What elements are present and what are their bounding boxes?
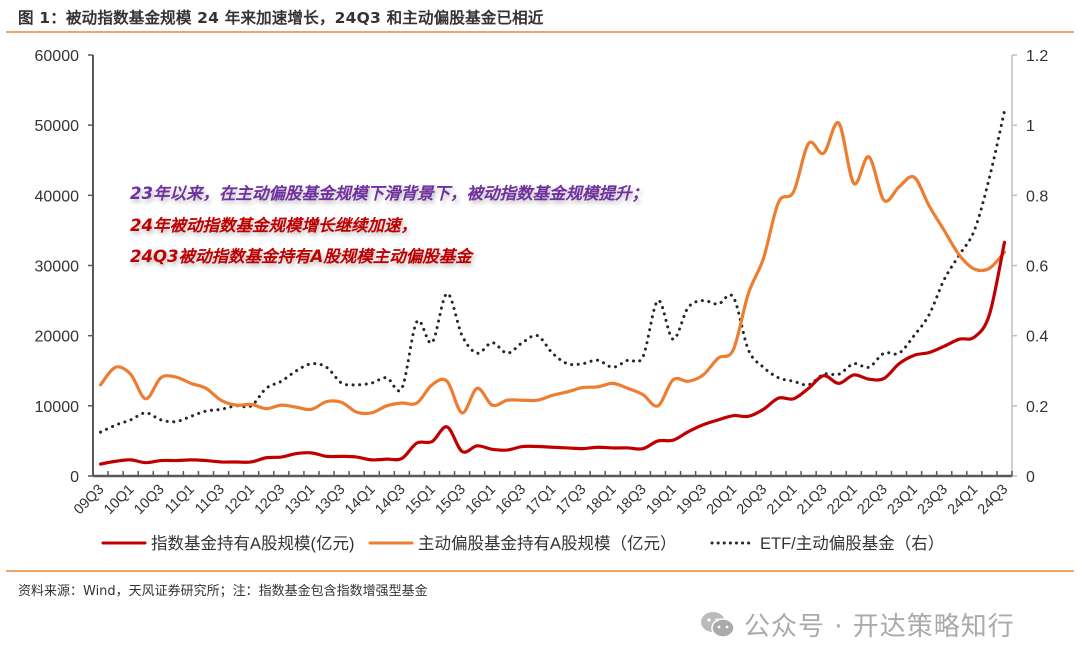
x-tick-label: 12Q3 bbox=[252, 482, 288, 518]
x-tick-label: 17Q1 bbox=[523, 482, 559, 518]
x-tick-label: 19Q1 bbox=[643, 482, 679, 518]
y-tick-label: 50000 bbox=[35, 118, 80, 135]
x-tick-label: 13Q3 bbox=[312, 482, 348, 518]
source-note: 资料来源：Wind，天风证券研究所；注：指数基金包含指数增强型基金 bbox=[18, 584, 428, 599]
x-tick-label: 22Q3 bbox=[854, 482, 890, 518]
x-tick-label: 14Q3 bbox=[372, 482, 408, 518]
x-tick-label: 21Q1 bbox=[764, 482, 800, 518]
title-rule bbox=[6, 31, 1074, 33]
x-tick-label: 23Q1 bbox=[884, 482, 920, 518]
x-tick-label: 10Q3 bbox=[131, 482, 167, 518]
legend-label-2: ETF/主动偏股基金（右） bbox=[760, 534, 944, 553]
x-tick-label: 13Q1 bbox=[282, 482, 318, 518]
figure-title: 图 1：被动指数基金规模 24 年来加速增长，24Q3 和主动偏股基金已相近 bbox=[18, 9, 544, 27]
x-tick-label: 11Q1 bbox=[162, 482, 198, 518]
x-tick-label: 10Q1 bbox=[101, 482, 137, 518]
x-tick-label: 16Q1 bbox=[463, 482, 499, 518]
x-tick-label: 14Q1 bbox=[342, 482, 378, 518]
watermark: 公众号 · 开达策略知行 bbox=[700, 606, 1015, 643]
annotation-line-2: 24年被动指数基金规模增长继续加速， bbox=[130, 215, 417, 235]
legend: 指数基金持有A股规模(亿元) 主动偏股基金持有A股规模（亿元） ETF/主动偏股基金… bbox=[101, 534, 944, 553]
legend-label-1: 主动偏股基金持有A股规模（亿元） bbox=[418, 534, 677, 553]
y2-tick-label: 0 bbox=[1026, 469, 1035, 486]
footer-rule bbox=[6, 570, 1074, 572]
x-tick-label: 21Q3 bbox=[794, 482, 830, 518]
x-tick-label: 09Q3 bbox=[71, 482, 107, 518]
y-tick-label: 0 bbox=[70, 469, 79, 486]
annotation-line-1: 23年以来，在主动偏股基金规模下滑背景下，被动指数基金规模提升； bbox=[130, 184, 648, 203]
y-tick-label: 60000 bbox=[35, 48, 80, 65]
y2-tick-label: 1.2 bbox=[1026, 48, 1048, 65]
y2-tick-label: 0.8 bbox=[1026, 188, 1048, 205]
x-tick-label: 18Q1 bbox=[583, 482, 619, 518]
x-tick-label: 17Q3 bbox=[553, 482, 589, 518]
y-tick-label: 40000 bbox=[35, 188, 80, 205]
annotation: 23年以来，在主动偏股基金规模下滑背景下，被动指数基金规模提升； 24年被动指数… bbox=[130, 178, 648, 273]
x-tick-label: 15Q3 bbox=[433, 482, 469, 518]
x-tick-label: 24Q1 bbox=[945, 482, 981, 518]
x-tick-label: 19Q3 bbox=[674, 482, 710, 518]
x-tick-label: 16Q3 bbox=[493, 482, 529, 518]
series-lines bbox=[98, 109, 1007, 466]
x-tick-label: 20Q1 bbox=[704, 482, 740, 518]
wechat-icon bbox=[701, 611, 735, 638]
legend-label-0: 指数基金持有A股规模(亿元) bbox=[151, 534, 355, 553]
x-tick-label: 23Q3 bbox=[915, 482, 951, 518]
x-tick-label: 12Q1 bbox=[222, 482, 258, 518]
y2-tick-label: 1 bbox=[1026, 118, 1035, 135]
y2-tick-label: 0.2 bbox=[1026, 399, 1048, 416]
y2-tick-label: 0.6 bbox=[1026, 259, 1048, 276]
y-tick-label: 20000 bbox=[35, 329, 80, 346]
series-line-1 bbox=[98, 121, 1007, 416]
x-tick-label: 15Q1 bbox=[402, 482, 438, 518]
watermark-text: 公众号 · 开达策略知行 bbox=[744, 612, 1015, 642]
x-tick-label: 24Q3 bbox=[975, 482, 1011, 518]
y-tick-label: 30000 bbox=[35, 259, 80, 276]
x-tick-label: 22Q1 bbox=[824, 482, 860, 518]
y2-tick-label: 0.4 bbox=[1026, 329, 1048, 346]
y-tick-label: 10000 bbox=[35, 399, 80, 416]
x-tick-label: 18Q3 bbox=[613, 482, 649, 518]
annotation-line-3: 24Q3被动指数基金持有A股规模主动偏股基金 bbox=[130, 247, 472, 266]
x-tick-label: 20Q3 bbox=[734, 482, 770, 518]
series-line-0 bbox=[98, 240, 1007, 466]
x-tick-label: 11Q3 bbox=[192, 482, 228, 518]
